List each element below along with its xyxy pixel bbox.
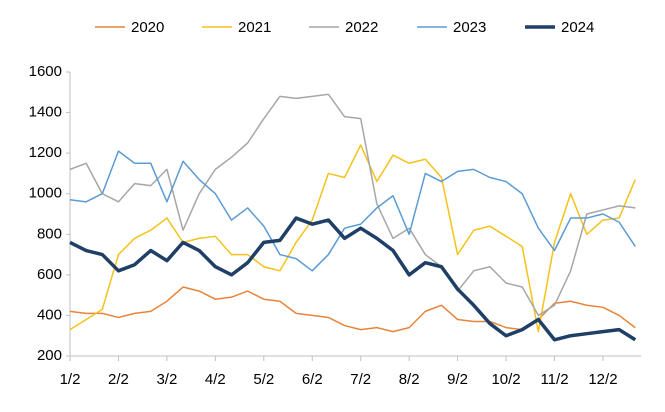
x-tick-label: 5/2 xyxy=(253,371,274,388)
line xyxy=(69,93,636,317)
line xyxy=(69,286,636,333)
legend-label: 2022 xyxy=(345,19,378,36)
y-tick-label: 1200 xyxy=(29,144,62,161)
x-tick-label: 10/2 xyxy=(491,371,520,388)
y-tick-label: 1400 xyxy=(29,104,62,121)
legend-label: 2021 xyxy=(238,19,271,36)
x-tick-label: 3/2 xyxy=(156,371,177,388)
y-tick-label: 800 xyxy=(37,225,62,242)
x-tick-label: 1/2 xyxy=(60,371,81,388)
x-tick-label: 2/2 xyxy=(108,371,129,388)
line xyxy=(69,216,637,342)
x-tick-label: 4/2 xyxy=(205,371,226,388)
x-tick-label: 12/2 xyxy=(588,371,617,388)
legend-label: 2023 xyxy=(453,19,486,36)
y-tick-label: 1600 xyxy=(29,63,62,80)
line xyxy=(69,150,636,272)
x-tick-label: 6/2 xyxy=(302,371,323,388)
y-tick-label: 600 xyxy=(37,266,62,283)
y-tick-label: 400 xyxy=(37,306,62,323)
line xyxy=(69,144,636,333)
y-tick-label: 200 xyxy=(37,347,62,364)
y-tick-label: 1000 xyxy=(29,185,62,202)
x-tick-label: 7/2 xyxy=(350,371,371,388)
legend-label: 2020 xyxy=(131,19,164,36)
legend-label: 2024 xyxy=(561,19,594,36)
x-tick-label: 9/2 xyxy=(447,371,468,388)
x-tick-label: 8/2 xyxy=(399,371,420,388)
x-tick-label: 11/2 xyxy=(540,371,568,388)
